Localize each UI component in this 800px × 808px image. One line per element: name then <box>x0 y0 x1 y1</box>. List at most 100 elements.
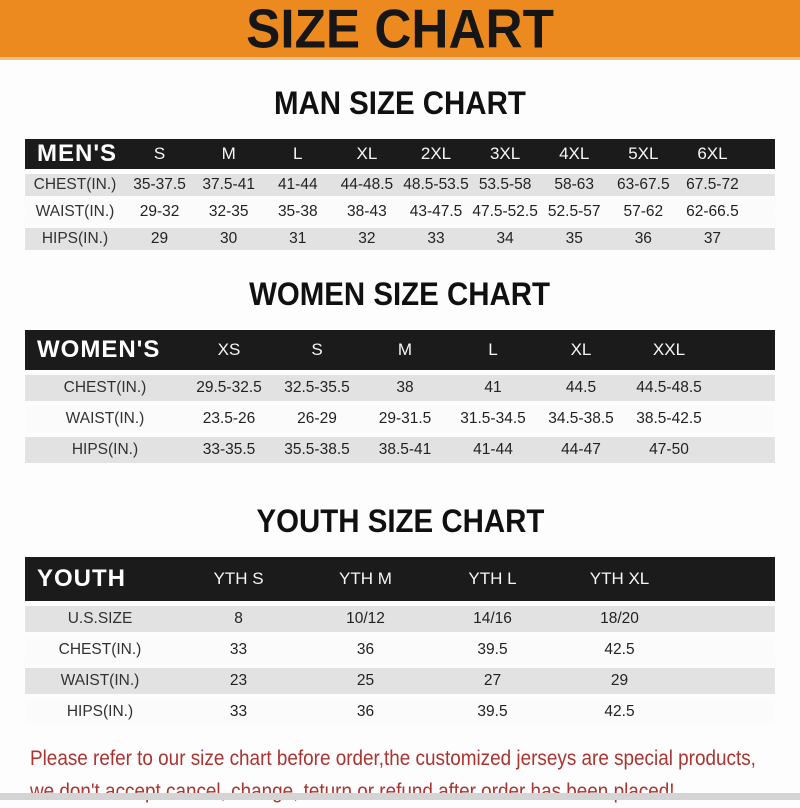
spacer-cell <box>747 174 775 196</box>
size-value: 34.5-38.5 <box>548 410 614 427</box>
spacer-cell <box>747 201 775 223</box>
spacer-cell <box>683 699 775 725</box>
size-value: 38-43 <box>347 203 387 220</box>
spacer-cell <box>713 375 775 401</box>
women-size-table: WOMEN'S XS S M L XL XXL CHEST(IN.) 29.5-32.5 32.5… <box>25 325 775 468</box>
size-value: 39.5 <box>477 641 508 658</box>
size-value: 41 <box>484 379 502 396</box>
order-policy-note-line1: Please refer to our size chart before or… <box>30 747 756 770</box>
row-label: U.S.SIZE <box>67 610 133 627</box>
size-value: 63-67.5 <box>617 176 670 193</box>
banner: SIZE CHART <box>0 0 800 60</box>
youth-section-heading-text: YOUTH SIZE CHART <box>256 503 544 539</box>
women-section-heading: WOMEN SIZE CHART <box>0 277 800 315</box>
size-value: 42.5 <box>604 703 635 720</box>
size-value: 38.5-41 <box>378 441 432 458</box>
size-value: 36 <box>356 703 375 720</box>
order-policy-note-line2: we don't accept cancel, change, teturn o… <box>30 780 675 803</box>
size-value: 33 <box>229 703 248 720</box>
table-row: CHEST(IN.) 35-37.5 37.5-41 41-44 44-48.5 48.5… <box>25 174 775 196</box>
size-value: 35-38 <box>277 203 318 220</box>
column-header: 5XL <box>628 144 659 163</box>
column-header: M <box>397 340 413 359</box>
table-corner-label: WOMEN'S <box>37 336 161 363</box>
spacer-cell <box>683 557 775 601</box>
bottom-crop-strip <box>0 793 800 800</box>
size-value: 32-35 <box>208 203 249 220</box>
spacer-cell <box>747 139 775 169</box>
size-value: 57-62 <box>623 203 664 220</box>
size-value: 67.5-72 <box>686 176 739 193</box>
size-value: 41-44 <box>473 441 513 458</box>
row-label: CHEST(IN.) <box>63 379 147 396</box>
size-value: 37.5-41 <box>202 176 255 193</box>
column-header: XXL <box>652 340 686 359</box>
size-value: 37 <box>703 230 722 247</box>
size-value: 53.5-58 <box>478 176 532 193</box>
table-corner-label: YOUTH <box>37 565 126 592</box>
size-value: 32 <box>358 230 376 247</box>
column-header: YTH M <box>339 569 392 588</box>
spacer-cell <box>747 228 775 250</box>
table-row: WAIST(IN.) 23 25 27 29 <box>25 668 775 694</box>
size-value: 44.5 <box>565 379 597 396</box>
row-label: WAIST(IN.) <box>65 410 145 427</box>
men-size-table: MEN'S S M L XL 2XL 3XL 4XL 5XL 6XL CHEST(IN.) 35-37… <box>25 134 775 255</box>
column-header: XL <box>570 340 592 359</box>
men-size-section: MAN SIZE CHART MEN'S S M L XL 2XL 3XL 4XL 5XL 6XL… <box>0 86 800 255</box>
size-value: 44-47 <box>561 441 601 458</box>
table-corner-label: MEN'S <box>37 140 118 167</box>
size-value: 43-47.5 <box>409 203 463 220</box>
size-value: 27 <box>483 672 502 689</box>
size-value: 33 <box>427 230 445 247</box>
size-value: 10/12 <box>346 610 385 627</box>
column-header: L <box>293 144 303 163</box>
spacer-cell <box>683 606 775 632</box>
spacer-cell <box>683 637 775 663</box>
column-header: 2XL <box>420 144 452 163</box>
size-value: 25 <box>356 672 375 689</box>
size-value: 29 <box>610 672 629 689</box>
row-label: HIPS(IN.) <box>41 230 109 247</box>
spacer-cell <box>683 668 775 694</box>
size-value: 35-37.5 <box>133 176 186 193</box>
size-value: 38.5-42.5 <box>636 410 702 427</box>
men-section-heading-text: MAN SIZE CHART <box>274 85 526 121</box>
table-row: HIPS(IN.) 33 36 39.5 42.5 <box>25 699 775 725</box>
size-value: 26-29 <box>297 410 337 427</box>
youth-section-heading: YOUTH SIZE CHART <box>0 504 800 542</box>
size-value: 29 <box>150 230 169 247</box>
table-row: WAIST(IN.) 29-32 32-35 35-38 38-43 43-47.5 47.… <box>25 201 775 223</box>
size-value: 44.5-48.5 <box>636 379 702 396</box>
size-value: 33 <box>229 641 248 658</box>
table-row: WAIST(IN.) 23.5-26 26-29 29-31.5 31.5-34.5 34… <box>25 406 775 432</box>
size-value: 47-50 <box>649 441 689 458</box>
size-value: 23.5-26 <box>202 410 256 427</box>
column-header: XL <box>356 144 378 163</box>
size-value: 8 <box>234 610 243 627</box>
size-value: 35.5-38.5 <box>284 441 350 458</box>
column-header: YTH S <box>213 569 264 588</box>
row-label: WAIST(IN.) <box>60 672 140 689</box>
size-value: 23 <box>229 672 248 689</box>
row-label: CHEST(IN.) <box>58 641 142 658</box>
column-header: XS <box>217 340 241 359</box>
size-value: 14/16 <box>473 610 512 627</box>
size-value: 44-48.5 <box>340 176 394 193</box>
women-size-section: WOMEN SIZE CHART WOMEN'S XS S M L XL XXL CHEST(… <box>0 277 800 468</box>
row-label: CHEST(IN.) <box>33 176 117 193</box>
size-value: 31.5-34.5 <box>460 410 526 427</box>
column-header: 4XL <box>559 144 590 163</box>
column-header: 6XL <box>697 144 728 163</box>
table-row: CHEST(IN.) 29.5-32.5 32.5-35.5 38 41 44.5 44.5… <box>25 375 775 401</box>
column-header: 3XL <box>489 144 521 163</box>
table-header-row: YOUTH YTH S YTH M YTH L YTH XL <box>25 557 775 601</box>
size-value: 29-32 <box>139 203 180 220</box>
size-value: 38 <box>396 379 414 396</box>
column-header: YTH XL <box>589 569 650 588</box>
column-header: YTH L <box>468 569 517 588</box>
spacer-cell <box>713 437 775 463</box>
size-value: 30 <box>220 230 238 247</box>
youth-size-table: YOUTH YTH S YTH M YTH L YTH XL U.S.SIZE 8 10/12… <box>25 552 775 730</box>
